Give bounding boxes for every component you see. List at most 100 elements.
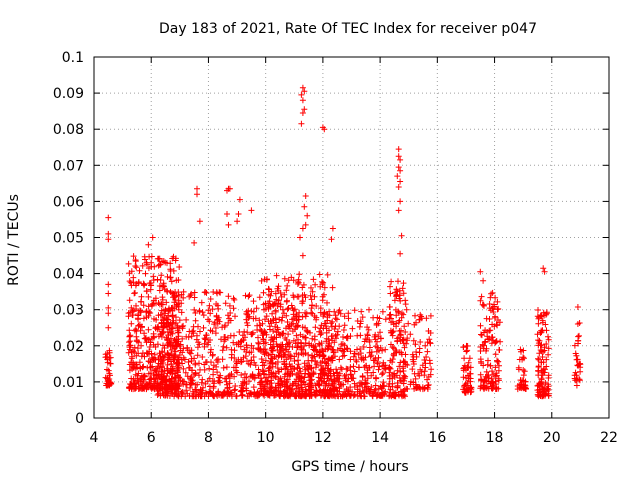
data-point (163, 299, 170, 306)
data-point (141, 335, 148, 342)
data-point (150, 273, 157, 280)
data-point (266, 298, 273, 305)
data-point (166, 339, 173, 345)
data-point (168, 389, 175, 396)
data-point (413, 384, 420, 391)
data-point (220, 343, 227, 350)
data-point (158, 272, 165, 279)
data-point (214, 320, 221, 327)
data-point (535, 355, 541, 362)
data-point (283, 336, 290, 343)
data-point (169, 312, 176, 319)
data-point (418, 313, 425, 320)
data-point (294, 365, 301, 372)
data-point (165, 308, 172, 315)
data-point (215, 388, 222, 395)
data-point (371, 363, 378, 370)
data-point (574, 321, 581, 327)
x-tick-label: 10 (257, 430, 275, 446)
data-point (299, 97, 306, 104)
data-point (243, 374, 250, 381)
data-point (484, 333, 491, 340)
data-point (413, 353, 420, 360)
data-point (160, 323, 167, 330)
data-point (516, 381, 523, 388)
data-point (260, 336, 267, 343)
data-point (205, 307, 212, 314)
data-point (131, 349, 138, 356)
data-point (159, 258, 165, 265)
data-point (337, 393, 344, 400)
data-point (487, 362, 494, 369)
data-point (214, 302, 221, 309)
data-point (128, 375, 135, 382)
data-point (277, 393, 283, 400)
data-point (199, 387, 206, 394)
y-tick-label: 0.07 (53, 158, 84, 174)
y-tick-label: 0.08 (53, 122, 84, 138)
data-point (182, 369, 189, 376)
data-point (345, 310, 352, 317)
data-point (390, 352, 397, 359)
data-point (387, 283, 393, 290)
data-point (172, 385, 179, 392)
data-point (396, 309, 402, 316)
data-point (333, 366, 340, 373)
data-point (238, 372, 245, 378)
data-point (389, 344, 396, 351)
data-point (400, 380, 407, 387)
data-point (105, 324, 112, 331)
data-point (275, 297, 282, 304)
data-point (149, 301, 156, 308)
data-point (167, 358, 174, 365)
data-point (133, 264, 140, 271)
data-point (395, 278, 401, 285)
data-point (282, 371, 289, 378)
data-point (541, 268, 548, 275)
data-point (495, 375, 502, 382)
data-point (179, 323, 186, 330)
data-point (167, 335, 174, 342)
data-point (302, 221, 309, 228)
data-point (104, 366, 110, 373)
data-point (380, 379, 387, 386)
data-point (411, 370, 418, 377)
data-point (188, 333, 195, 340)
data-point (277, 377, 284, 384)
data-point (496, 362, 502, 369)
data-point (146, 358, 152, 365)
data-point (105, 236, 112, 243)
data-point (139, 350, 146, 357)
x-tick-label: 4 (90, 430, 99, 446)
data-point (141, 385, 147, 392)
data-point (288, 302, 295, 309)
data-point (321, 367, 327, 374)
data-point (345, 315, 352, 322)
data-point (180, 294, 187, 301)
data-point (299, 252, 306, 259)
data-point (464, 365, 471, 371)
data-point (395, 184, 402, 190)
data-point (228, 351, 235, 358)
data-point (155, 390, 162, 397)
data-point (168, 347, 175, 353)
data-point (270, 316, 277, 323)
data-point (535, 307, 541, 313)
data-point (422, 364, 429, 371)
data-point (125, 349, 132, 356)
data-point (105, 230, 112, 237)
data-point (309, 310, 316, 317)
data-point (382, 316, 389, 323)
data-point (190, 323, 197, 330)
data-point (460, 374, 467, 381)
data-point (249, 372, 256, 379)
data-point (326, 340, 333, 347)
data-point (145, 326, 152, 333)
data-point (155, 333, 162, 340)
data-point (312, 364, 319, 371)
data-point (324, 311, 331, 318)
data-point (278, 317, 285, 324)
data-point (265, 304, 272, 311)
data-point (480, 382, 487, 389)
data-point (284, 297, 290, 304)
